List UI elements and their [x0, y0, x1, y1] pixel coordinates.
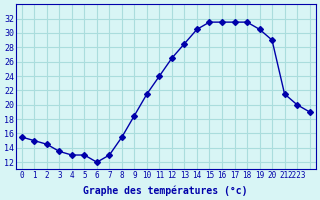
X-axis label: Graphe des températures (°c): Graphe des températures (°c) — [84, 185, 248, 196]
